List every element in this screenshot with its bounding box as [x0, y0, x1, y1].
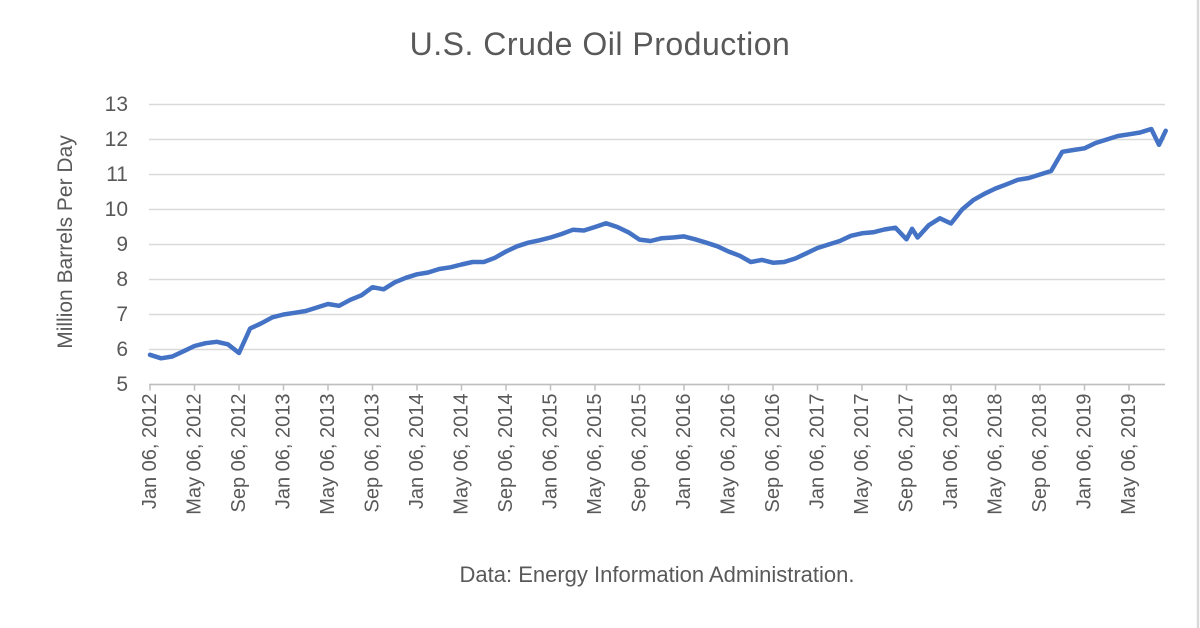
x-tick-label: May 06, 2018 [985, 394, 1007, 515]
production-line-series [147, 126, 1168, 361]
x-tick-label: Sep 06, 2018 [1029, 394, 1051, 513]
x-tick-label: May 06, 2019 [1118, 394, 1140, 515]
x-tick-label: May 06, 2012 [184, 394, 206, 515]
x-tick-label: Jan 06, 2013 [273, 394, 295, 510]
x-tick-label: Jan 06, 2012 [139, 394, 161, 510]
y-tick-label: 11 [106, 163, 128, 186]
y-tick-label: 5 [116, 373, 128, 396]
x-tick-label: Sep 06, 2013 [362, 394, 384, 513]
x-tick-label: May 06, 2016 [718, 394, 740, 515]
y-tick-label: 9 [116, 233, 128, 256]
x-tick-label: Sep 06, 2016 [762, 394, 784, 513]
x-tick-label: Sep 06, 2017 [896, 394, 918, 513]
y-tick-label: 13 [105, 93, 128, 116]
y-tick-label: 10 [105, 198, 128, 221]
x-tick-label: Jan 06, 2015 [540, 394, 562, 510]
x-tick-label: Sep 06, 2012 [228, 394, 250, 513]
x-tick-label: Sep 06, 2014 [495, 394, 517, 513]
chart-title: U.S. Crude Oil Production [409, 26, 791, 62]
x-tick-label: Sep 06, 2015 [629, 394, 651, 513]
data-source-note: Data: Energy Information Administration. [459, 562, 855, 587]
y-tick-label: 8 [116, 268, 128, 291]
x-tick-label: May 06, 2014 [451, 394, 473, 515]
y-tick-label: 7 [116, 303, 128, 326]
x-tick-label: May 06, 2013 [317, 394, 339, 515]
x-tick-label: Jan 06, 2019 [1074, 394, 1096, 510]
y-tick-label: 6 [116, 338, 128, 361]
y-tick-label: 12 [105, 128, 128, 151]
x-tick-label: Jan 06, 2018 [940, 394, 962, 510]
x-tick-label: Jan 06, 2017 [807, 394, 829, 510]
x-tick-label: May 06, 2017 [851, 394, 873, 515]
x-tick-label: Jan 06, 2016 [673, 394, 695, 510]
x-tick-label: Jan 06, 2014 [406, 394, 428, 510]
x-tick-label: May 06, 2015 [584, 394, 606, 515]
